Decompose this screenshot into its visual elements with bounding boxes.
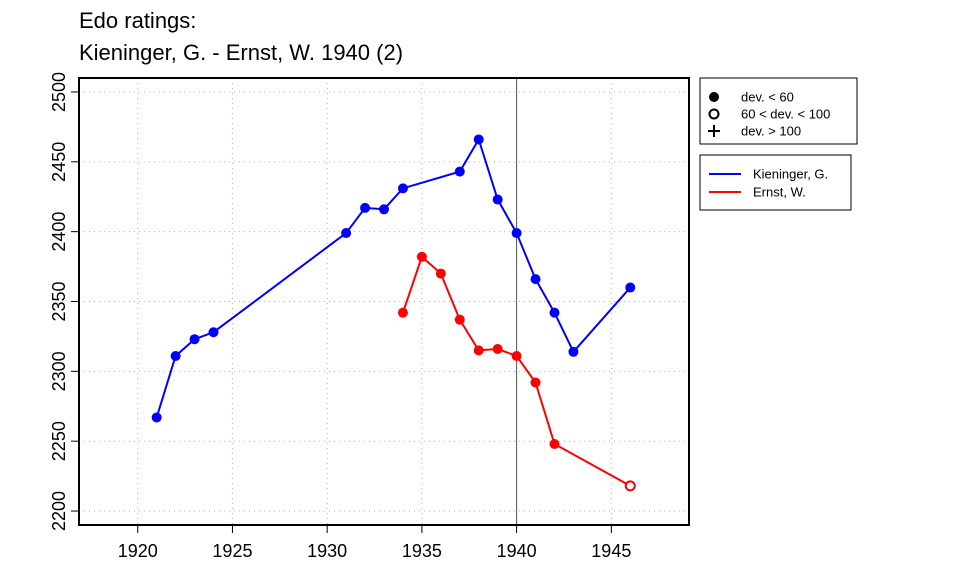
y-tick-label: 2500 — [49, 72, 69, 112]
legend-marker-label: dev. < 60 — [741, 90, 794, 105]
x-tick-label: 1930 — [307, 541, 347, 561]
data-point — [511, 228, 522, 239]
data-point — [549, 438, 560, 449]
y-tick-label: 2200 — [49, 491, 69, 531]
data-point — [151, 412, 162, 423]
x-axis: 1920 1925 1930 1935 1940 1945 — [118, 525, 631, 561]
legend-marker-label: 60 < dev. < 100 — [741, 107, 830, 122]
data-point — [473, 134, 484, 145]
data-point — [379, 204, 389, 215]
data-point — [454, 314, 465, 325]
x-tick-label: 1945 — [591, 541, 631, 561]
data-point — [170, 350, 181, 361]
grid-lines — [79, 78, 689, 525]
y-tick-label: 2450 — [49, 142, 69, 182]
x-tick-label: 1935 — [402, 541, 442, 561]
data-point — [189, 334, 200, 345]
x-tick-label: 1920 — [118, 541, 158, 561]
data-point — [624, 480, 636, 492]
legend-circle-icon — [708, 108, 720, 120]
x-tick-label: 1925 — [212, 541, 252, 561]
y-tick-label: 2250 — [49, 421, 69, 461]
y-tick-label: 2400 — [49, 212, 69, 252]
data-point — [416, 251, 427, 262]
data-point — [435, 268, 446, 279]
y-axis: 2200 2250 2300 2350 2400 2450 2500 — [49, 72, 79, 531]
series-group — [151, 134, 636, 492]
legend-series-label: Ernst, W. — [753, 185, 806, 200]
chart-title-line2: Kieninger, G. - Ernst, W. 1940 (2) — [79, 40, 404, 65]
data-point — [530, 274, 541, 285]
series-line-1 — [401, 255, 631, 487]
data-point — [360, 202, 371, 213]
data-point — [492, 343, 503, 354]
data-point — [625, 282, 636, 293]
data-point — [208, 327, 219, 338]
data-point — [568, 346, 579, 357]
data-point — [397, 183, 408, 194]
data-point — [341, 228, 352, 239]
legend-marker-label: dev. > 100 — [741, 124, 801, 139]
data-point — [511, 350, 522, 361]
data-point — [397, 307, 408, 318]
data-point — [454, 166, 465, 177]
y-tick-label: 2350 — [49, 281, 69, 321]
legend-series: Kieninger, G. Ernst, W. — [699, 154, 852, 211]
chart-title-line1: Edo ratings: — [79, 8, 197, 33]
series-line-0 — [155, 137, 632, 418]
legend-series-label: Kieninger, G. — [753, 167, 828, 182]
y-tick-label: 2300 — [49, 351, 69, 391]
data-point — [473, 345, 484, 356]
data-point — [530, 377, 541, 388]
legend-markers-box — [699, 77, 858, 145]
legend-markers: dev. < 60 60 < dev. < 100 dev. > 100 — [699, 77, 858, 145]
data-point — [549, 307, 560, 318]
legend-dot-icon — [709, 92, 719, 102]
x-tick-label: 1940 — [497, 541, 537, 561]
legend-series-box — [699, 154, 852, 211]
data-point — [492, 194, 503, 205]
